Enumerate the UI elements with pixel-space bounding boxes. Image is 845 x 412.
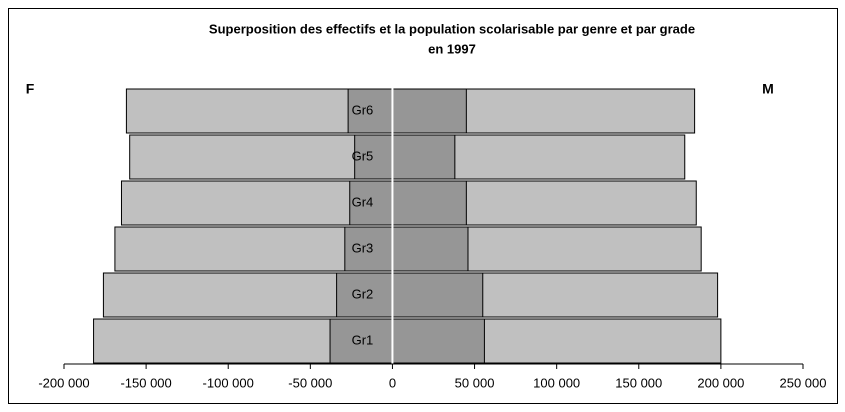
x-tick-label: 100 000	[533, 375, 580, 390]
bar	[391, 226, 469, 272]
x-tick-label: 0	[389, 375, 396, 390]
left-label: F	[26, 81, 35, 97]
x-tick-label: 200 000	[697, 375, 744, 390]
category-label: Gr3	[352, 240, 374, 255]
bar	[120, 180, 393, 226]
x-tick-label: 150 000	[615, 375, 662, 390]
chart-title: en 1997	[428, 41, 476, 56]
right-label: M	[762, 81, 774, 97]
category-label: Gr4	[352, 194, 374, 209]
x-tick-label: 50 000	[455, 375, 495, 390]
category-label: Gr5	[352, 148, 374, 163]
bar	[391, 134, 456, 180]
x-tick-label: -200 000	[38, 375, 89, 390]
chart-title: Superposition des effectifs et la popula…	[209, 21, 695, 36]
bar	[391, 88, 467, 134]
category-label: Gr1	[352, 332, 374, 347]
bar	[344, 226, 393, 272]
category-label: Gr2	[352, 286, 374, 301]
x-tick-label: -100 000	[203, 375, 254, 390]
bar	[391, 180, 467, 226]
x-tick-label: 250 000	[780, 375, 827, 390]
category-label: Gr6	[352, 102, 374, 117]
bar	[347, 88, 393, 134]
bar	[391, 272, 484, 318]
bar	[354, 134, 393, 180]
x-tick-label: -50 000	[288, 375, 332, 390]
bar	[129, 134, 393, 180]
bar	[329, 318, 393, 364]
bar	[349, 180, 393, 226]
bar	[391, 318, 485, 364]
x-tick-label: -150 000	[120, 375, 171, 390]
